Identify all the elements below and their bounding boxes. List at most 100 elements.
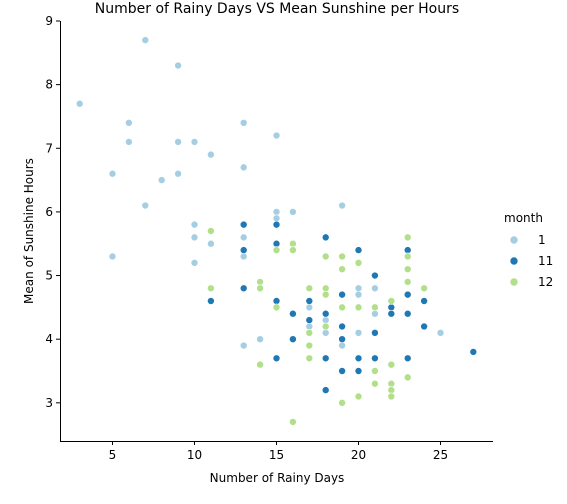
data-point-month-12 [354, 259, 363, 267]
data-point-month-11 [403, 309, 412, 318]
y-tick-label: 5 [45, 269, 53, 283]
data-point-month-11 [239, 284, 248, 293]
data-point-month-1 [207, 150, 215, 159]
data-point-month-11 [469, 348, 478, 356]
data-point-month-1 [174, 138, 182, 146]
data-point-month-1 [321, 316, 330, 324]
data-point-month-1 [190, 220, 199, 229]
data-point-month-1 [108, 169, 117, 178]
data-point-month-1 [354, 284, 363, 293]
y-tick-label: 4 [45, 332, 53, 346]
x-ticks: 5 10 15 20 25 [109, 441, 448, 462]
data-point-month-12 [387, 392, 396, 401]
data-point-month-12 [305, 354, 314, 363]
data-point-month-11 [338, 322, 346, 331]
data-point-month-12 [403, 252, 412, 261]
data-point-month-1 [305, 322, 314, 331]
data-point-month-1 [239, 119, 248, 127]
data-point-month-11 [272, 220, 281, 229]
y-ticks: 3 4 5 6 7 8 9 [45, 14, 60, 410]
data-point-month-12 [403, 373, 412, 382]
x-tick-label: 15 [269, 448, 284, 462]
data-point-month-12 [289, 246, 297, 254]
data-point-month-1 [239, 341, 248, 350]
data-point-month-1 [272, 131, 281, 140]
data-point-month-12 [272, 303, 281, 312]
data-point-month-12 [272, 246, 281, 254]
data-point-month-1 [207, 239, 215, 248]
x-axis-label: Number of Rainy Days [210, 471, 345, 485]
x-tick-label: 25 [433, 448, 448, 462]
data-point-month-12 [371, 367, 379, 375]
data-point-month-11 [272, 239, 281, 248]
data-point-month-11 [272, 354, 281, 363]
data-point-month-1 [354, 290, 363, 299]
data-point-month-11 [289, 309, 297, 318]
y-axis-label: Mean of Sunshine Hours [22, 158, 36, 304]
legend-label-12: 12 [538, 275, 553, 289]
data-point-month-12 [338, 303, 346, 312]
data-point-month-12 [305, 341, 314, 350]
data-point-month-11 [239, 220, 248, 229]
data-point-month-11 [272, 297, 281, 305]
data-point-month-1 [354, 329, 363, 337]
data-point-month-1 [256, 335, 264, 343]
data-point-month-12 [256, 278, 264, 286]
data-point-month-12 [289, 239, 297, 248]
data-point-month-1 [239, 252, 248, 261]
data-point-month-12 [321, 284, 330, 293]
data-point-month-12 [305, 284, 314, 293]
data-point-month-12 [338, 265, 346, 273]
data-point-month-1 [272, 208, 281, 216]
data-point-month-12 [256, 360, 264, 369]
data-point-month-1 [289, 208, 297, 216]
data-point-month-1 [272, 214, 281, 223]
data-point-month-1 [174, 61, 182, 70]
data-point-month-11 [354, 367, 363, 375]
data-point-month-12 [371, 303, 379, 312]
data-point-month-1 [239, 233, 248, 242]
data-point-month-1 [141, 36, 150, 44]
data-point-month-12 [207, 284, 215, 293]
data-point-month-11 [371, 329, 379, 337]
y-tick-label: 7 [45, 141, 53, 155]
data-point-month-1 [157, 176, 166, 184]
data-point-month-11 [321, 309, 330, 318]
data-point-month-12 [321, 290, 330, 299]
y-tick-label: 8 [45, 78, 53, 92]
data-point-month-11 [338, 367, 346, 375]
data-point-month-12 [403, 265, 412, 273]
data-point-month-11 [403, 290, 412, 299]
data-point-month-11 [305, 316, 314, 324]
data-point-month-11 [305, 297, 314, 305]
data-point-month-11 [371, 354, 379, 363]
data-point-month-11 [354, 354, 363, 363]
data-point-month-12 [387, 297, 396, 305]
data-point-month-12 [321, 322, 330, 331]
legend-title: month [504, 211, 543, 225]
data-point-month-1 [321, 329, 330, 337]
data-point-month-11 [321, 233, 330, 242]
data-point-month-12 [338, 252, 346, 261]
data-point-month-1 [190, 138, 199, 146]
data-point-month-11 [371, 271, 379, 280]
data-point-month-12 [387, 379, 396, 388]
legend-label-1: 1 [538, 233, 546, 247]
data-point-month-1 [125, 138, 133, 146]
data-point-month-12 [403, 233, 412, 242]
data-point-month-1 [239, 163, 248, 172]
data-point-month-1 [190, 233, 199, 242]
data-point-month-12 [207, 227, 215, 235]
data-point-month-1 [338, 201, 346, 210]
data-point-month-1 [108, 252, 117, 261]
data-point-month-1 [371, 309, 379, 318]
data-point-month-12 [338, 399, 346, 407]
y-tick-label: 9 [45, 14, 53, 28]
data-point-month-12 [420, 284, 428, 293]
data-point-month-1 [305, 303, 314, 312]
legend-marker-11 [509, 256, 519, 266]
data-point-month-12 [387, 386, 396, 394]
data-point-month-12 [305, 329, 314, 337]
